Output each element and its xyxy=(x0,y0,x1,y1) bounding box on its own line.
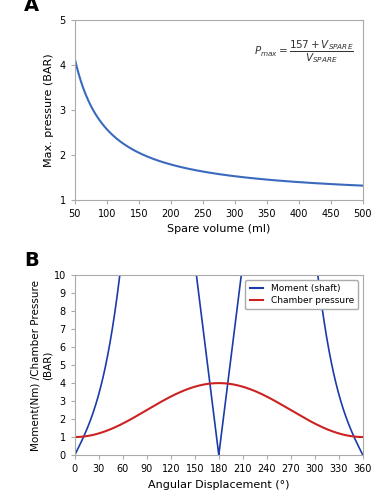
Legend: Moment (shaft), Chamber pressure: Moment (shaft), Chamber pressure xyxy=(245,280,358,310)
Y-axis label: Moment(Nm) /Chamber Pressure
(BAR): Moment(Nm) /Chamber Pressure (BAR) xyxy=(31,280,52,450)
X-axis label: Spare volume (ml): Spare volume (ml) xyxy=(167,224,270,234)
Y-axis label: Max. pressure (BAR): Max. pressure (BAR) xyxy=(44,53,54,166)
Text: $\mathit{P}_{max} = \dfrac{157 + \mathit{V}_{SPARE}}{\mathit{V}_{SPARE}}$: $\mathit{P}_{max} = \dfrac{157 + \mathit… xyxy=(254,38,354,65)
Text: B: B xyxy=(24,251,39,270)
Text: A: A xyxy=(24,0,40,14)
X-axis label: Angular Displacement (°): Angular Displacement (°) xyxy=(148,480,289,490)
